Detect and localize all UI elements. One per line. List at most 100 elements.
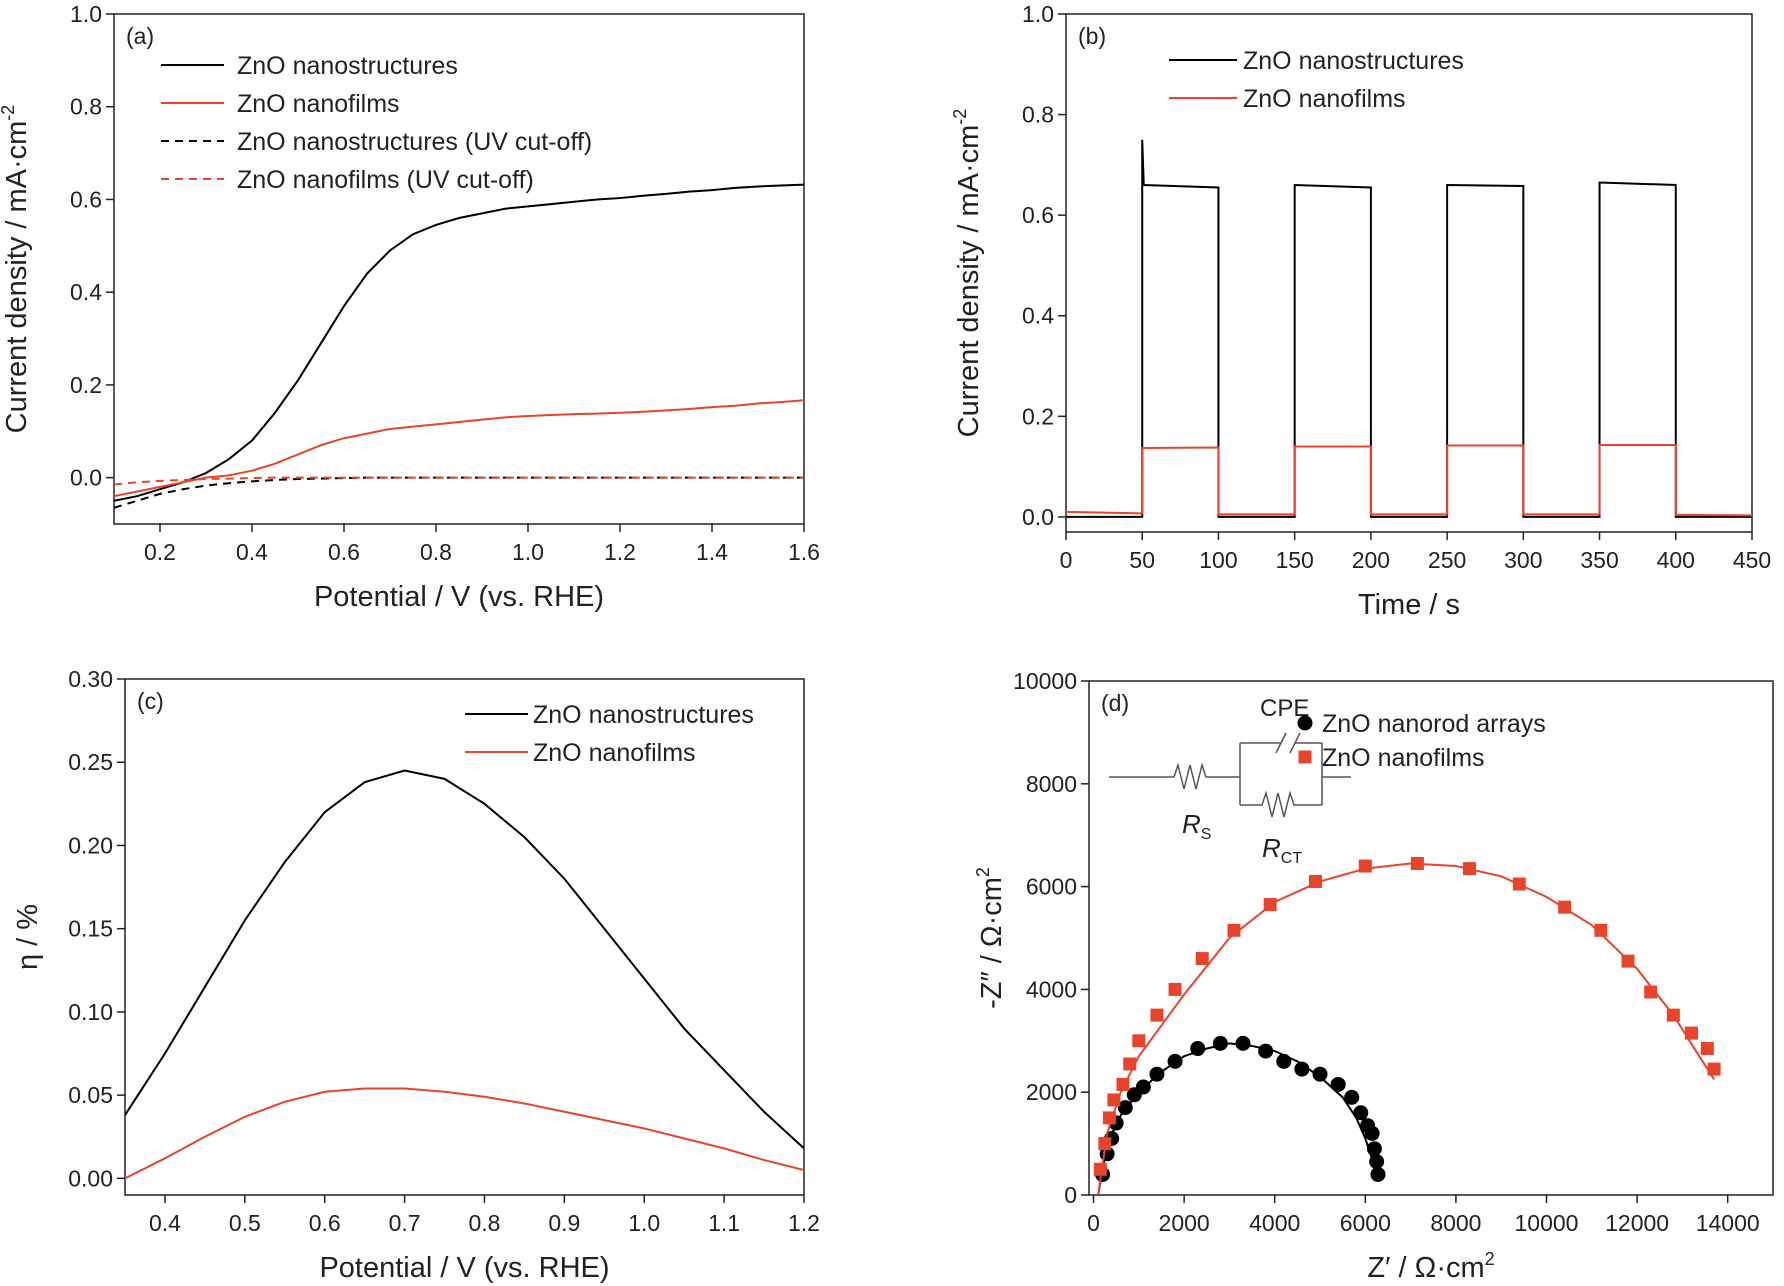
- rs-sub: S: [1201, 826, 1212, 843]
- point: [1123, 1057, 1137, 1071]
- y-tick-label: 0: [1064, 1182, 1077, 1208]
- legend-label: ZnO nanostructures (UV cut-off): [237, 128, 592, 156]
- data-line: [114, 476, 804, 509]
- point: [1135, 1079, 1151, 1095]
- x-tick-label: 10000: [1515, 1210, 1579, 1236]
- circuit-inset: [1109, 732, 1351, 818]
- x-tick-label: 1.0: [628, 1210, 660, 1236]
- point: [1410, 856, 1424, 870]
- point: [1263, 898, 1277, 912]
- point: [1644, 985, 1658, 999]
- legend-label: ZnO nanostructures: [1243, 47, 1464, 75]
- y-tick-label: 0.00: [68, 1165, 113, 1191]
- rct-main: R: [1262, 833, 1281, 863]
- point: [1700, 1042, 1714, 1056]
- x-tick-label: 1.1: [708, 1210, 740, 1236]
- point: [1235, 1035, 1251, 1051]
- y-tick-label: 0.0: [1022, 504, 1054, 530]
- y-axis-label-text: η / %: [12, 904, 44, 970]
- point: [1684, 1026, 1698, 1040]
- point: [1132, 1034, 1146, 1048]
- y-tick-label: 0.2: [70, 372, 102, 398]
- x-axis-label-text: Potential / V (vs. RHE): [314, 581, 604, 613]
- y-tick-label: 0.20: [68, 832, 113, 858]
- y-tick-label: 1.0: [1022, 1, 1054, 27]
- rs-label: RS: [1182, 809, 1211, 843]
- x-tick-label: 50: [1129, 547, 1155, 573]
- rct-label: RCT: [1262, 833, 1302, 867]
- y-axis-label-sup: -2: [950, 109, 970, 125]
- legend-label: ZnO nanostructures: [533, 701, 754, 729]
- panel-label: (d): [1101, 690, 1129, 716]
- x-tick-label: 1.0: [512, 539, 544, 565]
- x-axis-label-sup: 2: [1485, 1249, 1495, 1269]
- legend-label: ZnO nanostructures: [237, 52, 458, 80]
- point: [1308, 874, 1322, 888]
- x-axis-label: Z′ / Ω·cm2: [1367, 1249, 1494, 1284]
- point: [1558, 900, 1572, 914]
- y-axis-label-text: Current density / mA·cm: [1, 121, 33, 434]
- x-tick-label: 0.2: [144, 539, 176, 565]
- y-axis-label: Current density / mA·cm-2: [0, 105, 33, 434]
- y-axis-label-sup: 2: [973, 867, 993, 877]
- y-tick-label: 0.4: [70, 279, 102, 305]
- point: [1369, 1154, 1385, 1170]
- point: [1195, 952, 1209, 966]
- point: [1190, 1041, 1206, 1057]
- y-tick-label: 2000: [1026, 1079, 1077, 1105]
- x-tick-label: 450: [1733, 547, 1771, 573]
- y-tick-label: 0.05: [68, 1082, 113, 1108]
- x-tick-label: 0.8: [468, 1210, 500, 1236]
- point: [1149, 1066, 1165, 1082]
- x-tick-label: 350: [1580, 547, 1618, 573]
- point: [1370, 1166, 1386, 1182]
- y-axis-label: -Z″ / Ω·cm2: [973, 867, 1008, 1009]
- y-tick-label: 8000: [1026, 771, 1077, 797]
- x-tick-label: 14000: [1696, 1210, 1760, 1236]
- point: [1107, 1093, 1121, 1107]
- data-line: [1066, 443, 1752, 517]
- legend-label: ZnO nanofilms: [1243, 85, 1406, 113]
- point: [1366, 1141, 1382, 1157]
- point: [1168, 982, 1182, 996]
- y-tick-label: 0.4: [1022, 303, 1054, 329]
- plot-frame: [1088, 680, 1774, 1196]
- point: [1102, 1111, 1116, 1125]
- x-tick-label: 0.7: [389, 1210, 421, 1236]
- y-tick-label: 0.6: [70, 186, 102, 212]
- x-tick-label: 0.9: [548, 1210, 580, 1236]
- x-axis-label: Potential / V (vs. RHE): [314, 581, 604, 613]
- y-tick-label: 1.0: [70, 1, 102, 27]
- x-tick-label: 12000: [1605, 1210, 1669, 1236]
- fit-line: [1097, 862, 1715, 1195]
- x-tick-label: 1.2: [604, 539, 636, 565]
- point: [1258, 1043, 1274, 1059]
- data-line: [114, 399, 804, 498]
- point: [1150, 1008, 1164, 1022]
- point: [1463, 862, 1477, 876]
- y-tick-label: 0.10: [68, 999, 113, 1025]
- y-axis-label-text: -Z″ / Ω·cm: [976, 877, 1008, 1009]
- legend-marker: [1297, 715, 1313, 731]
- point: [1117, 1100, 1133, 1116]
- rs-resistor: [1109, 762, 1240, 790]
- y-tick-label: 4000: [1026, 976, 1077, 1002]
- point: [1294, 1061, 1310, 1077]
- point: [1312, 1066, 1328, 1082]
- point: [1227, 923, 1241, 937]
- x-tick-label: 150: [1275, 547, 1313, 573]
- point: [1594, 923, 1608, 937]
- point: [1098, 1137, 1112, 1151]
- data-line: [114, 476, 804, 486]
- data-line: [114, 183, 804, 502]
- x-tick-label: 100: [1199, 547, 1237, 573]
- x-tick-label: 6000: [1340, 1210, 1391, 1236]
- legend-label: ZnO nanofilms: [533, 739, 696, 767]
- x-tick-label: 1.4: [696, 539, 728, 565]
- x-tick-label: 0.8: [420, 539, 452, 565]
- point: [1358, 859, 1372, 873]
- x-tick-label: 0: [1060, 547, 1073, 573]
- x-axis-label: Time / s: [1358, 589, 1460, 621]
- y-tick-label: 0.25: [68, 749, 113, 775]
